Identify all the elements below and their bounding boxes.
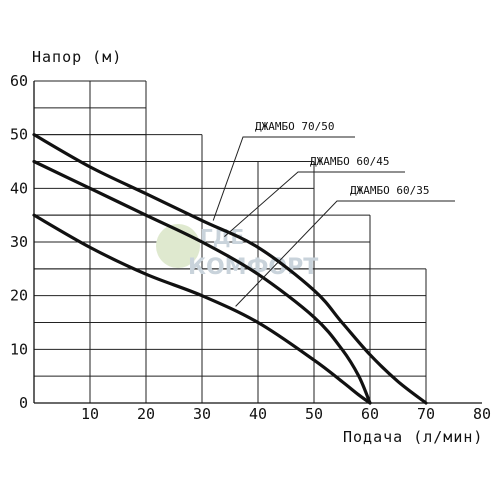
y-tick-label: 50 (10, 126, 28, 144)
series-line-1 (32, 133, 428, 405)
y-tick-label: 60 (10, 72, 28, 90)
x-tick-label: 10 (81, 405, 99, 423)
legend-label: ДЖАМБО 60/35 (350, 184, 429, 197)
x-tick-label: 50 (305, 405, 323, 423)
y-tick-label: 0 (19, 394, 28, 412)
x-tick-label: 40 (249, 405, 267, 423)
y-tick-label: 30 (10, 233, 28, 251)
x-tick-label: 70 (417, 405, 435, 423)
x-tick-label: 20 (137, 405, 155, 423)
series-line-2 (32, 159, 372, 405)
x-tick-label: 60 (361, 405, 379, 423)
y-tick-label: 10 (10, 340, 28, 358)
y-tick-label: 40 (10, 179, 28, 197)
legend-leader-line (235, 200, 455, 307)
y-tick-label: 20 (10, 287, 28, 305)
chart-series (32, 133, 428, 405)
y-axis-title: Напор (м) (32, 48, 122, 66)
series-line-3 (32, 213, 372, 405)
legend-label: ДЖАМБО 70/50 (255, 120, 334, 133)
x-axis-title: Подача (л/мин) (343, 428, 483, 446)
x-tick-label: 30 (193, 405, 211, 423)
legend-leader-line (212, 136, 355, 221)
legend-callouts: ДЖАМБО 70/50 ДЖАМБО 60/45 ДЖАМБО 60/35 (212, 120, 455, 307)
x-tick-label: 80 (473, 405, 491, 423)
legend-label: ДЖАМБО 60/45 (310, 155, 389, 168)
legend-leader-line (224, 171, 405, 238)
tick-labels: 0 10 20 30 40 50 60 10 20 30 40 50 60 70 80 (10, 72, 491, 423)
